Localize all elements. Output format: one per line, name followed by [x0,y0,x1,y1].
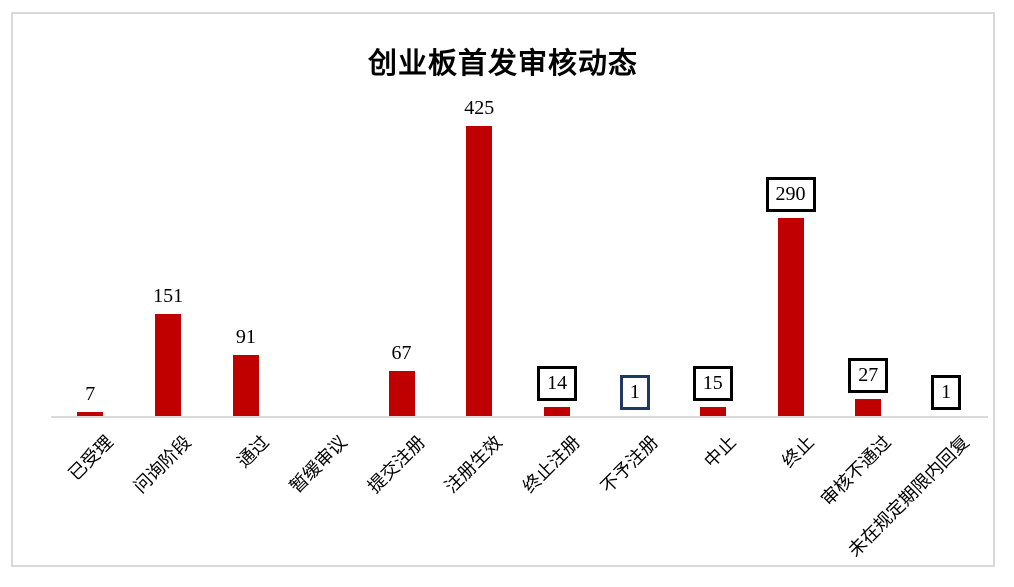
bar-3 [232,355,259,417]
data-label-11: 27 [848,358,889,393]
bar-6 [466,126,493,417]
data-label-7: 14 [537,366,578,401]
bar-10 [777,218,804,417]
category-label-9: 中止 [700,431,740,472]
data-label-10: 290 [765,177,816,212]
data-label-9: 15 [692,366,733,401]
data-label-3: 91 [235,326,256,349]
category-label-10: 终止 [777,431,818,472]
data-label-6: 425 [464,97,495,120]
bar-9 [699,407,726,417]
category-label-2: 问询阶段 [130,431,196,497]
category-label-6: 注册生效 [441,431,507,497]
chart-frame: 创业板首发审核动态 7 151 91 67 425 14 1 15 290 27 1 已受理 问询阶段… [11,12,995,567]
x-axis-category-labels: 已受理 问询阶段 通过 暂缓审议 提交注册 注册生效 终止注册 不予注册 中止 终止 审核不通过 未在… [13,417,1014,587]
plot-area: 7 151 91 67 425 14 1 15 290 27 1 [13,14,1014,417]
bar-2 [155,314,182,417]
category-label-4: 暂缓审议 [285,431,351,497]
category-label-7: 终止注册 [519,431,585,497]
x-axis-line [51,416,988,418]
bar-7 [544,407,571,417]
category-label-3: 通过 [233,431,273,472]
data-label-1: 7 [85,383,96,406]
category-label-8: 不予注册 [596,431,662,497]
data-label-2: 151 [153,285,184,308]
category-label-5: 提交注册 [363,431,429,497]
data-label-5: 67 [391,342,412,365]
data-label-8: 1 [619,375,650,410]
chart-title: 创业板首发审核动态 [367,48,638,80]
bar-11 [855,399,882,417]
data-label-12: 1 [931,375,962,410]
bar-1 [77,412,104,417]
bar-5 [388,371,415,417]
category-label-1: 已受理 [64,431,118,485]
